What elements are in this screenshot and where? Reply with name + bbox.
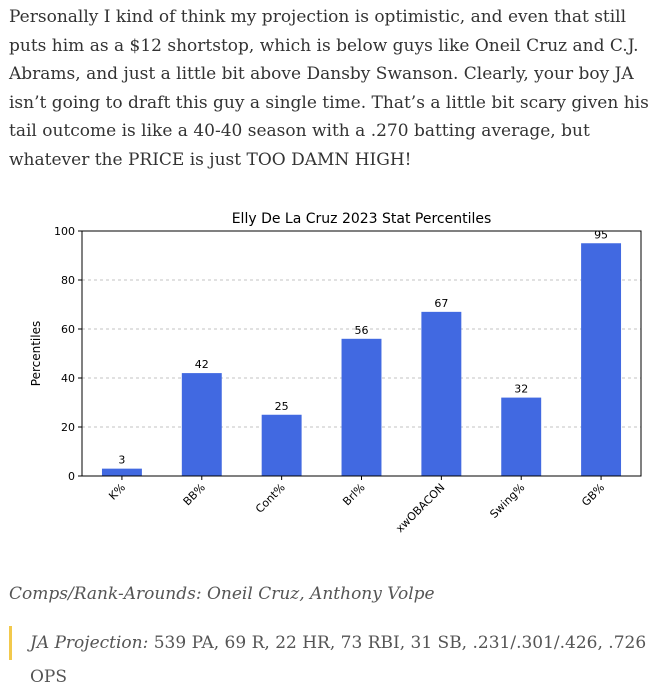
projection-blockquote: JA Projection: 539 PA, 69 R, 22 HR, 73 R… (9, 626, 649, 687)
x-tick-label: Swing% (487, 481, 527, 521)
projection-label: JA Projection: (30, 633, 149, 653)
bar-value-label: 3 (118, 454, 125, 467)
x-tick-label: Brl% (340, 481, 367, 508)
comps-line: Comps/Rank-Arounds: Oneil Cruz, Anthony … (9, 584, 435, 604)
x-tick-label: GB% (579, 481, 607, 509)
x-tick-label: xwOBACON (393, 481, 447, 535)
bar-gb (581, 243, 622, 476)
bars-group (101, 243, 622, 476)
bar-swing (501, 397, 542, 476)
bar-chart-svg: Elly De La Cruz 2023 Stat Percentiles Pe… (29, 211, 642, 535)
y-tick-label: 100 (54, 225, 75, 238)
stat-percentiles-chart: Elly De La Cruz 2023 Stat Percentiles Pe… (20, 200, 660, 560)
bar-value-label: 25 (275, 400, 289, 413)
bar-value-label: 56 (355, 324, 369, 337)
bar-value-labels: 3 42 25 56 67 32 95 (118, 228, 608, 466)
x-axis-ticks: K% BB% Cont% Brl% xwOBACON Swing% GB% (106, 476, 607, 535)
bar-xwobacon (421, 311, 462, 476)
y-tick-label: 80 (61, 274, 75, 287)
bar-value-label: 42 (195, 358, 209, 371)
y-axis-ticks: 0 20 40 60 80 100 (54, 225, 82, 483)
bar-brl (341, 338, 382, 476)
bar-cont (261, 414, 302, 476)
bar-value-label: 95 (594, 228, 608, 241)
y-axis-label: Percentiles (29, 321, 43, 386)
plot-frame (81, 230, 642, 477)
y-tick-label: 60 (61, 323, 75, 336)
y-tick-label: 40 (61, 372, 75, 385)
x-tick-label: K% (106, 481, 128, 503)
y-tick-label: 0 (68, 470, 75, 483)
bar-k (101, 468, 142, 476)
y-tick-label: 20 (61, 421, 75, 434)
bar-value-label: 67 (434, 297, 448, 310)
x-tick-label: Cont% (253, 481, 288, 516)
x-tick-label: BB% (181, 481, 208, 508)
bar-bb (181, 373, 222, 476)
article-intro-paragraph: Personally I kind of think my projection… (9, 7, 649, 170)
chart-title: Elly De La Cruz 2023 Stat Percentiles (232, 211, 492, 227)
bar-value-label: 32 (514, 383, 528, 396)
